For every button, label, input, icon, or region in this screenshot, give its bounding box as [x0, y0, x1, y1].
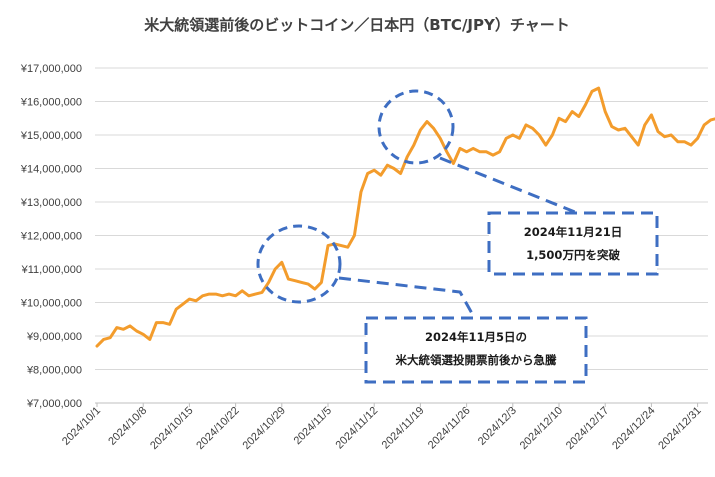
- x-tick-label: 2024/12/24: [610, 405, 657, 452]
- annotation-box-nov5: [364, 316, 588, 384]
- annotation-highlight-circle-nov5: [256, 224, 342, 304]
- x-tick-label: 2024/11/19: [380, 405, 427, 452]
- annotation-leader-line-nov21: [439, 156, 576, 214]
- y-axis-ticks: ¥7,000,000 ¥8,000,000 ¥9,000,000 ¥10,000,00…: [20, 63, 82, 410]
- x-tick-label: 2024/11/26: [426, 405, 473, 452]
- annotation-text-nov21-line1: 2024年11月21日: [524, 225, 623, 239]
- y-tick-label: ¥8,000,000: [26, 365, 82, 377]
- series-group: [95, 86, 715, 348]
- annotations: 2024年11月21日 1,500万円を突破 2024年11月5日の 米大統領選…: [256, 89, 659, 384]
- annotation-highlight-circle-nov21: [377, 89, 455, 165]
- series-line-btc-jpy: [95, 86, 715, 348]
- y-tick-label: ¥9,000,000: [26, 331, 82, 343]
- annotation-text-nov5-line1: 2024年11月5日の: [425, 330, 527, 344]
- y-tick-label: ¥16,000,000: [20, 97, 82, 109]
- y-tick-label: ¥10,000,000: [20, 298, 82, 310]
- x-tick-label: 2024/10/1: [60, 405, 103, 448]
- x-tick-label: 2024/11/12: [333, 405, 380, 452]
- y-tick-label: ¥14,000,000: [20, 164, 82, 176]
- y-tick-label: ¥12,000,000: [20, 231, 82, 243]
- x-tick-label: 2024/12/10: [518, 405, 565, 452]
- y-tick-label: ¥11,000,000: [21, 264, 82, 276]
- x-tick-label: 2024/10/8: [106, 405, 149, 448]
- y-tick-label: ¥13,000,000: [20, 197, 82, 209]
- x-tick-label: 2024/10/29: [241, 405, 288, 452]
- annotation-box-nov21: [487, 211, 659, 276]
- annotation-text-nov5-line2: 米大統領選投開票前後から急騰: [395, 353, 557, 367]
- annotation-text-nov21-line2: 1,500万円を突破: [526, 248, 620, 262]
- x-axis-ticks: 2024/10/1 2024/10/82024/10/152024/10/2220…: [60, 403, 704, 452]
- annotation-leader-line-nov5: [338, 276, 476, 318]
- x-tick-label: 2024/12/17: [564, 405, 611, 452]
- x-tick-label: 2024/10/22: [194, 405, 241, 452]
- x-tick-label: 2024/10/15: [148, 405, 195, 452]
- x-tick-label: 2024/11/5: [292, 405, 335, 448]
- y-tick-label: ¥17,000,000: [20, 63, 82, 75]
- chart-title: 米大統領選前後のビットコイン／日本円（BTC/JPY）チャート: [144, 16, 569, 34]
- y-tick-label: ¥7,000,000: [26, 398, 82, 410]
- y-tick-label: ¥15,000,000: [20, 130, 82, 142]
- gridlines: [95, 67, 708, 404]
- x-tick-label: 2024/12/31: [656, 405, 703, 452]
- x-tick-label: 2024/12/3: [476, 405, 519, 448]
